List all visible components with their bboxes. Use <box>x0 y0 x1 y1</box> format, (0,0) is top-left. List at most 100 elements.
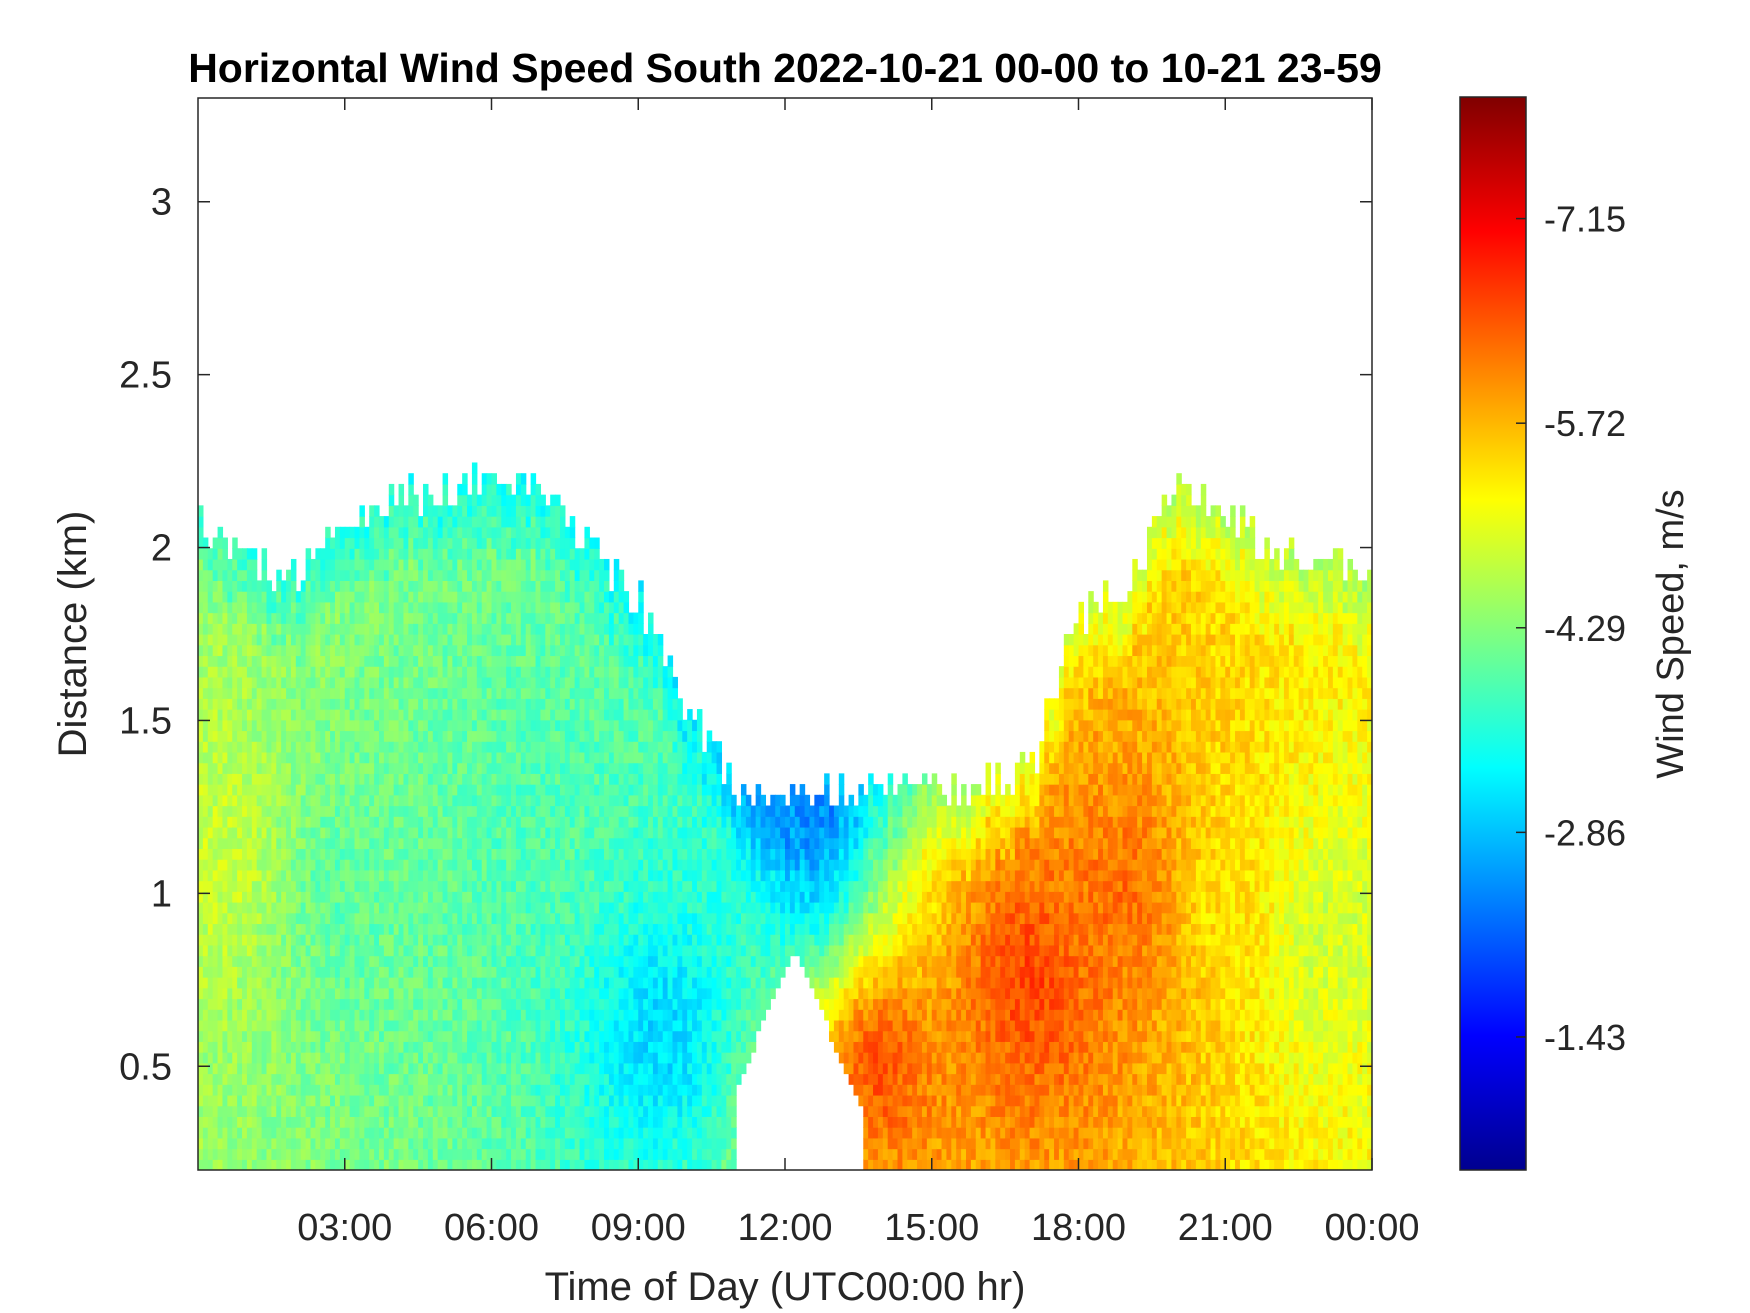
heatmap-cell <box>594 1159 600 1170</box>
heatmap-cell <box>525 751 532 764</box>
heatmap <box>198 462 1372 1170</box>
heatmap-cell <box>393 912 400 925</box>
heatmap-cell <box>344 709 351 721</box>
heatmap-cell <box>418 891 424 903</box>
heatmap-cell <box>413 1094 419 1107</box>
heatmap-cell <box>320 1116 326 1128</box>
heatmap-cell <box>564 698 571 710</box>
heatmap-cell <box>599 1030 605 1042</box>
heatmap-cell <box>378 601 385 614</box>
heatmap-cell <box>427 998 434 1010</box>
heatmap-cell <box>540 794 546 807</box>
heatmap-cell <box>423 1137 429 1150</box>
heatmap-cell <box>589 816 595 828</box>
heatmap-cell <box>398 987 405 1000</box>
heatmap-cell <box>305 934 312 946</box>
heatmap-cell <box>569 998 576 1010</box>
heatmap-cell <box>242 773 248 785</box>
heatmap-cell <box>432 1009 439 1021</box>
heatmap-cell <box>198 655 204 667</box>
heatmap-cell <box>491 944 497 957</box>
heatmap-cell <box>550 709 556 721</box>
heatmap-cell <box>227 601 233 614</box>
heatmap-cell <box>515 1009 522 1021</box>
heatmap-cell <box>594 1073 600 1085</box>
heatmap-cell <box>467 548 473 560</box>
heatmap-cell <box>555 1019 561 1032</box>
heatmap-cell <box>271 805 277 817</box>
heatmap-cell <box>339 591 346 603</box>
heatmap-cell <box>427 966 434 978</box>
heatmap-cell <box>222 1009 228 1021</box>
heatmap-cell <box>266 902 272 914</box>
heatmap-cell <box>462 483 468 496</box>
heatmap-cell <box>476 1073 483 1085</box>
heatmap-cell <box>535 955 542 967</box>
heatmap-cell <box>295 762 302 774</box>
heatmap-cell <box>320 934 326 946</box>
heatmap-cell <box>559 655 566 667</box>
heatmap-cell <box>364 751 370 764</box>
heatmap-cell <box>398 816 405 828</box>
heatmap-cell <box>555 601 561 614</box>
heatmap-cell <box>423 891 429 903</box>
heatmap-cell <box>471 869 478 882</box>
heatmap-cell <box>408 719 414 732</box>
heatmap-cell <box>398 955 405 967</box>
heatmap-cell <box>300 751 307 764</box>
heatmap-cell <box>251 751 258 764</box>
heatmap-cell <box>462 558 468 571</box>
heatmap-cell <box>476 859 483 871</box>
heatmap-cell <box>378 1094 385 1107</box>
heatmap-cell <box>496 1105 502 1117</box>
heatmap-cell <box>584 1159 590 1170</box>
heatmap-cell <box>574 719 581 732</box>
heatmap-cell <box>457 666 463 678</box>
heatmap-cell <box>525 998 532 1010</box>
heatmap-cell <box>222 1094 228 1107</box>
heatmap-cell <box>540 944 546 957</box>
heatmap-cell <box>447 1159 453 1170</box>
heatmap-cell <box>315 655 321 667</box>
heatmap-cell <box>447 1105 453 1117</box>
heatmap-cell <box>251 848 258 860</box>
heatmap-cell <box>452 741 458 753</box>
heatmap-cell <box>251 730 258 742</box>
heatmap-cell <box>520 558 527 571</box>
heatmap-cell <box>349 1127 356 1139</box>
heatmap-cell <box>374 634 380 646</box>
heatmap-cell <box>515 1030 522 1042</box>
heatmap-cell <box>525 805 532 817</box>
heatmap-cell <box>574 934 581 946</box>
heatmap-cell <box>354 955 361 967</box>
heatmap-cell <box>290 644 297 657</box>
heatmap-cell <box>418 730 424 742</box>
heatmap-cell <box>212 773 219 785</box>
heatmap-cell <box>423 977 429 989</box>
heatmap-cell <box>281 784 287 796</box>
heatmap-cell <box>349 730 356 742</box>
heatmap-cell <box>383 912 390 925</box>
heatmap-cell <box>369 591 375 603</box>
heatmap-cell <box>481 902 488 914</box>
heatmap-cell <box>349 1041 356 1053</box>
heatmap-cell <box>506 644 512 657</box>
heatmap-cell <box>413 816 419 828</box>
heatmap-cell <box>256 1041 263 1053</box>
heatmap-cell <box>232 955 238 967</box>
heatmap-cell <box>383 612 390 624</box>
heatmap-cell <box>515 558 522 571</box>
heatmap-cell <box>559 880 566 892</box>
heatmap-cell <box>452 644 458 657</box>
heatmap-cell <box>256 601 263 614</box>
heatmap-cell <box>471 569 478 581</box>
heatmap-cell <box>403 634 409 646</box>
heatmap-cell <box>579 1062 586 1075</box>
heatmap-cell <box>364 848 370 860</box>
heatmap-cell <box>594 1019 600 1032</box>
heatmap-cell <box>545 709 551 721</box>
heatmap-cell <box>535 826 542 839</box>
heatmap-cell <box>310 1052 316 1064</box>
heatmap-cell <box>506 987 512 1000</box>
heatmap-cell <box>559 548 566 560</box>
